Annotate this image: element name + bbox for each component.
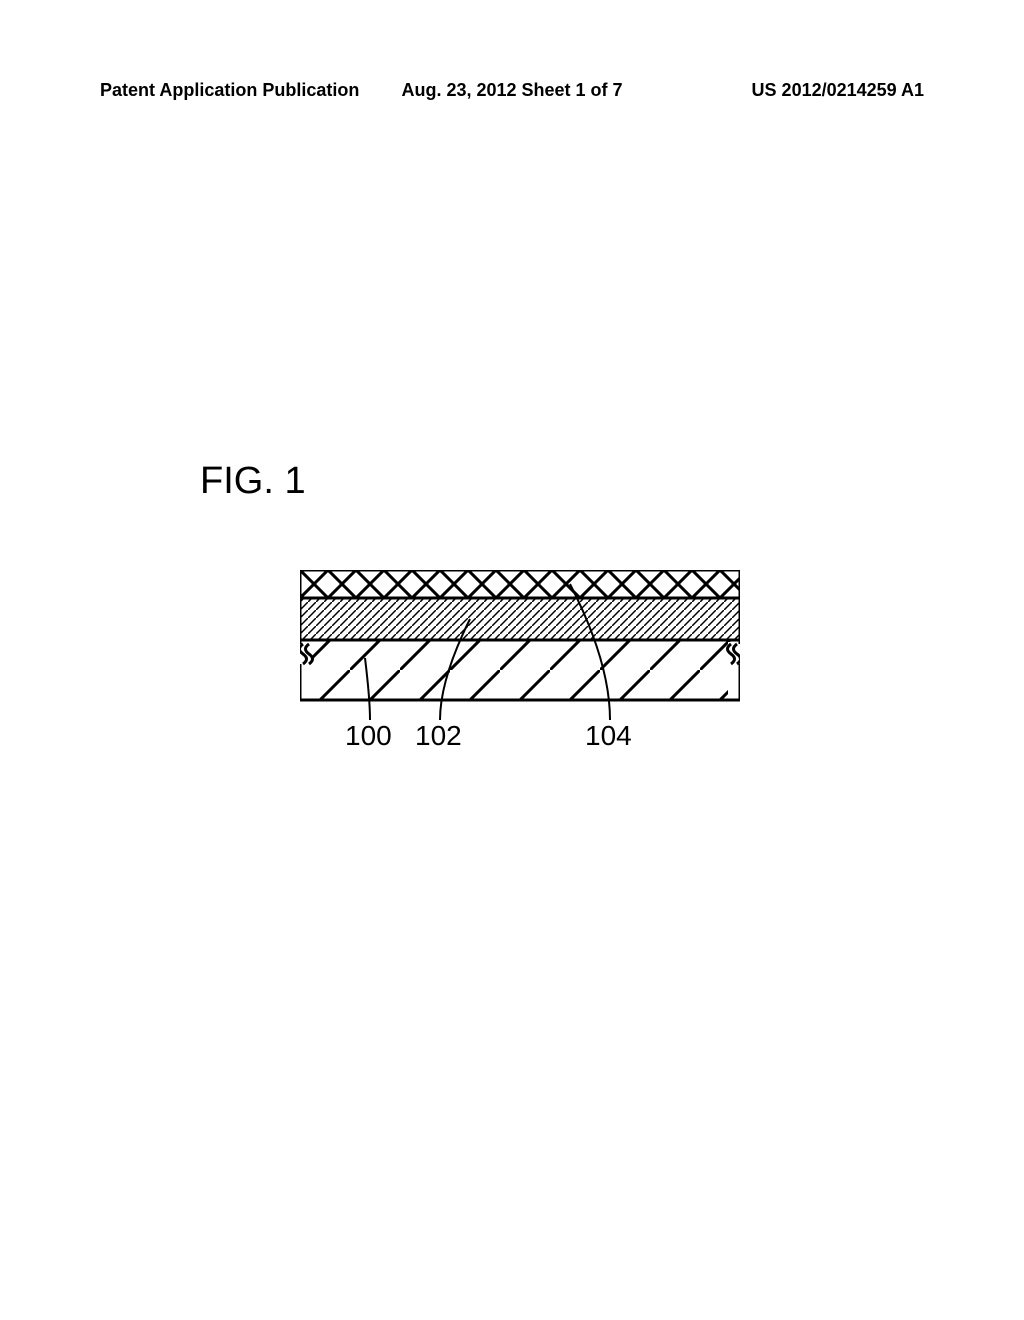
header-pub-number: US 2012/0214259 A1 <box>649 80 924 101</box>
ref-label-100: 100 <box>345 720 392 752</box>
figure-label: FIG. 1 <box>200 460 306 503</box>
header-publication: Patent Application Publication <box>100 80 375 101</box>
ref-label-104: 104 <box>585 720 632 752</box>
page-header: Patent Application Publication Aug. 23, … <box>0 80 1024 101</box>
header-date-sheet: Aug. 23, 2012 Sheet 1 of 7 <box>375 80 650 101</box>
cross-section-diagram <box>300 570 740 740</box>
ref-label-102: 102 <box>415 720 462 752</box>
